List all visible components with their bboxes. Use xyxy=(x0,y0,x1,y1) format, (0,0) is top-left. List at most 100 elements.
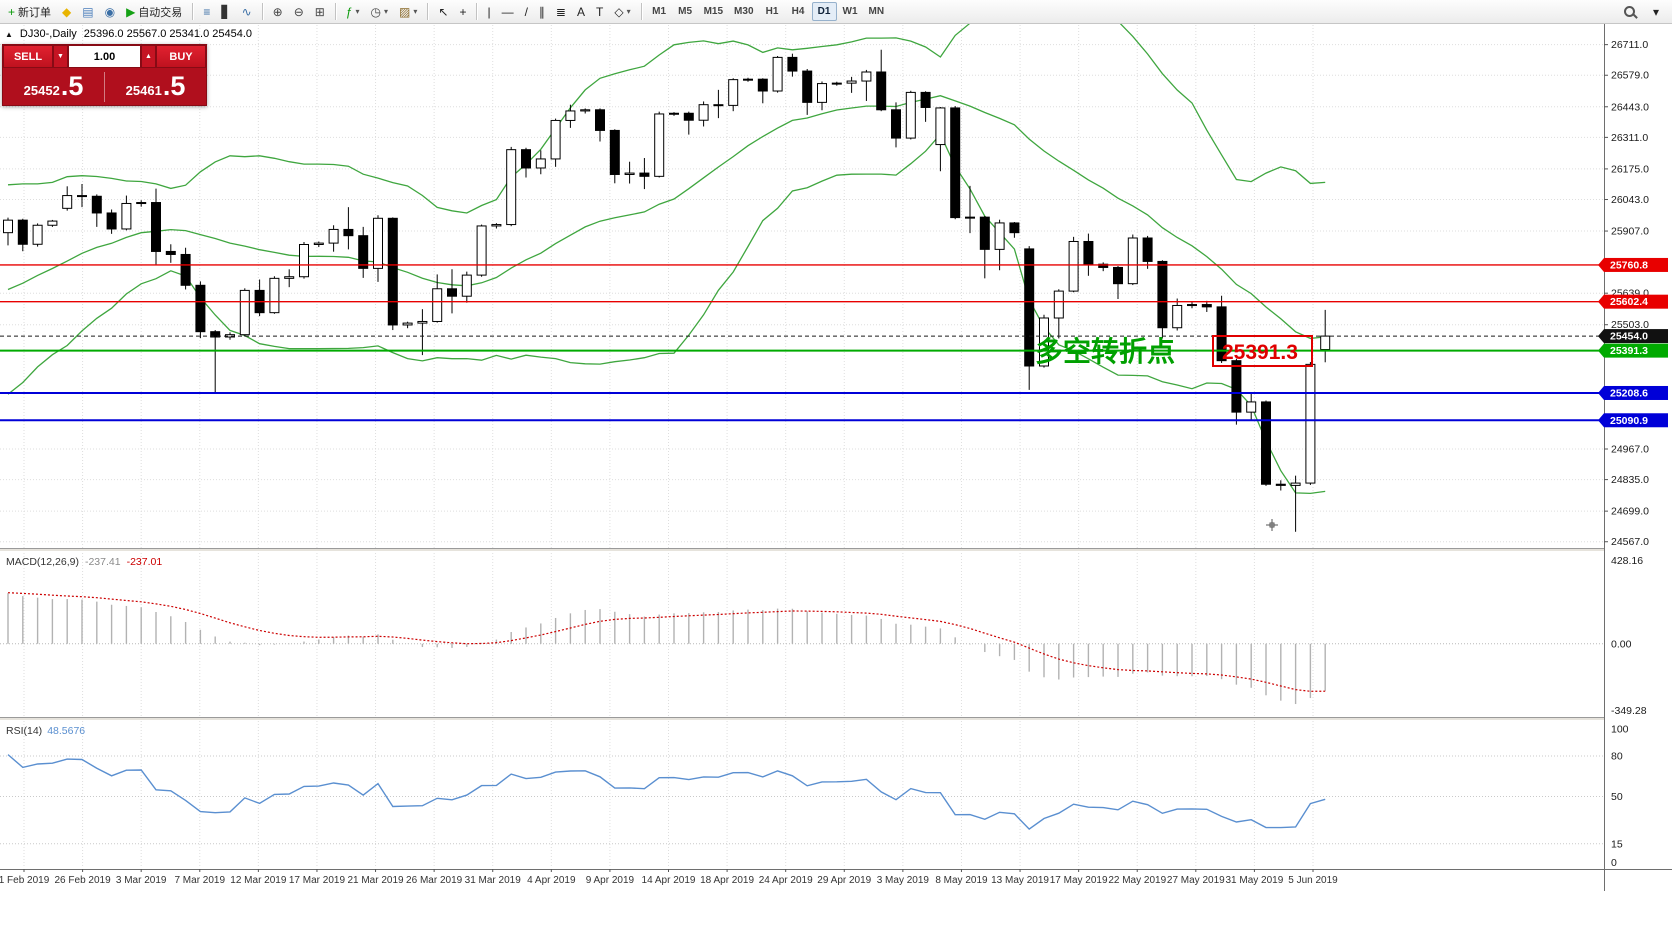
caret-down-icon: ▾ xyxy=(355,7,360,16)
periods-icon: ◷ xyxy=(370,4,381,19)
time-tick-label: 31 Mar 2019 xyxy=(465,875,522,886)
price-axis[interactable]: 26711.0 26579.0 26443.0 26311.0 26175.0 26043… xyxy=(1598,24,1672,891)
caret-down-icon: ▾ xyxy=(413,7,418,16)
time-tick-label: 22 May 2019 xyxy=(1108,875,1166,886)
time-tick-label: 26 Mar 2019 xyxy=(406,875,463,886)
timeframe-h1-button[interactable]: H1 xyxy=(760,2,785,21)
price-badge-25760.8: 25760.8 xyxy=(1598,257,1668,272)
crosshair-icon: + xyxy=(459,4,467,19)
chart-title-bar: ▲ DJ30-,Daily 25396.0 25567.0 25341.0 25… xyxy=(5,28,252,40)
time-tick-label: 9 Apr 2019 xyxy=(586,875,635,886)
equidistant-channel-tool-icon: ∥ xyxy=(538,4,545,19)
macd-panel: MACD(12,26,9) -237.41 -237.01 xyxy=(0,556,1604,705)
one-click-collapse-icon[interactable]: ▲ xyxy=(5,29,13,39)
sell-price[interactable]: 25452 .5 xyxy=(3,71,104,101)
svg-text:25208.6: 25208.6 xyxy=(1610,387,1648,399)
bar-chart-mode-button[interactable]: ≡ xyxy=(198,1,215,22)
price-tick-label: 26579.0 xyxy=(1611,70,1649,82)
timeframe-m5-button[interactable]: M5 xyxy=(673,2,698,21)
toolbar-right-group: ▾ xyxy=(1619,1,1669,22)
buy-button[interactable]: BUY xyxy=(156,45,206,68)
price-tick-label: 25503.0 xyxy=(1611,319,1649,331)
horizontal-line-objects xyxy=(0,264,1604,422)
bar-chart-mode-icon: ≡ xyxy=(203,4,211,19)
search-icon xyxy=(1623,6,1635,17)
trendline-tool-icon: / xyxy=(524,4,528,19)
periods-button[interactable]: ◷ ▾ xyxy=(366,1,394,22)
autotrading-button[interactable]: ▶ 自动交易 xyxy=(121,1,187,22)
new-order-button[interactable]: + 新订单 xyxy=(3,1,56,22)
quick-lists-button[interactable]: ▾ xyxy=(1648,1,1664,22)
zoom-in-button[interactable]: ⊕ xyxy=(268,1,288,22)
time-tick-label: 14 Apr 2019 xyxy=(642,875,696,886)
pivot-annotation-text[interactable]: 多空转折点 xyxy=(1035,335,1175,367)
svg-text:25760.8: 25760.8 xyxy=(1610,259,1648,271)
templates-button[interactable]: ▨ ▾ xyxy=(394,1,422,22)
zoom-out-button[interactable]: ⊖ xyxy=(289,1,309,22)
favorites-icon: ◆ xyxy=(62,4,72,19)
timeframe-h4-button[interactable]: H4 xyxy=(786,2,811,21)
line-chart-mode-icon: ∿ xyxy=(241,4,252,19)
volume-up-button[interactable]: ▲ xyxy=(141,45,156,68)
volume-down-button[interactable]: ▼ xyxy=(53,45,68,68)
toolbar-separator xyxy=(640,3,642,20)
pivot-annotation-box[interactable] xyxy=(1212,335,1313,367)
time-tick-label: 12 Mar 2019 xyxy=(230,875,287,886)
one-click-trading-panel: SELL ▼ ▲ BUY 25452 .5 25461 .5 xyxy=(2,44,207,106)
shapes-tool-button[interactable]: ◇ ▾ xyxy=(609,1,635,22)
price-tick-label: 26175.0 xyxy=(1611,163,1649,175)
timeframe-w1-button[interactable]: W1 xyxy=(838,2,863,21)
price-badge-25208.6: 25208.6 xyxy=(1598,385,1668,400)
favorites-button[interactable]: ◆ xyxy=(57,1,76,22)
timeframe-m1-button[interactable]: M1 xyxy=(647,2,672,21)
text-label-tool-icon: T xyxy=(596,4,604,19)
text-label-tool-button[interactable]: T xyxy=(591,1,608,22)
time-tick-label: 17 May 2019 xyxy=(1050,875,1108,886)
timeframe-mn-button[interactable]: MN xyxy=(864,2,890,21)
line-chart-mode-button[interactable]: ∿ xyxy=(237,1,257,22)
svg-text:25602.4: 25602.4 xyxy=(1610,296,1648,308)
price-badge-25090.9: 25090.9 xyxy=(1598,413,1668,428)
sell-button[interactable]: SELL xyxy=(3,45,53,68)
sell-price-fraction: .5 xyxy=(60,71,84,101)
volume-input[interactable] xyxy=(68,45,141,68)
refresh-button[interactable]: ◉ xyxy=(100,1,120,22)
search-button[interactable] xyxy=(1619,1,1640,22)
indicators-button[interactable]: ƒ ▾ xyxy=(341,1,365,22)
svg-text:80: 80 xyxy=(1611,751,1623,763)
price-badge-25602.4: 25602.4 xyxy=(1598,294,1668,309)
price-tick-label: 26711.0 xyxy=(1611,39,1648,51)
candlestick-mode-icon: ▋ xyxy=(221,4,231,19)
timeframe-m30-button[interactable]: M30 xyxy=(729,2,758,21)
price-tick-label: 24567.0 xyxy=(1611,536,1649,548)
trendline-tool-button[interactable]: / xyxy=(520,1,533,22)
one-click-controls: SELL ▼ ▲ BUY xyxy=(3,45,206,68)
profiles-button[interactable]: ▤ xyxy=(77,1,98,22)
tile-windows-button[interactable]: ⊞ xyxy=(310,1,330,22)
time-axis[interactable]: 1 Feb 2019 26 Feb 2019 3 Mar 2019 7 Mar 201… xyxy=(0,869,1672,886)
buy-price[interactable]: 25461 .5 xyxy=(105,73,206,100)
equidistant-channel-tool-button[interactable]: ∥ xyxy=(534,1,550,22)
candlestick-mode-button[interactable]: ▋ xyxy=(216,1,235,22)
autotrading-icon: ▶ xyxy=(126,4,136,19)
indicators-icon: ƒ xyxy=(345,4,353,19)
panel-separators[interactable] xyxy=(0,548,1672,721)
refresh-icon: ◉ xyxy=(104,4,116,19)
vertical-line-tool-button[interactable]: | xyxy=(482,1,495,22)
timeframe-m15-button[interactable]: M15 xyxy=(699,2,728,21)
macd-label: MACD(12,26,9) -237.41 -237.01 xyxy=(6,556,162,568)
time-tick-label: 26 Feb 2019 xyxy=(55,875,112,886)
svg-text:0: 0 xyxy=(1611,857,1617,869)
text-tool-button[interactable]: A xyxy=(572,1,590,22)
fibonacci-tool-button[interactable]: ≣ xyxy=(551,1,571,22)
cursor-button[interactable]: ↖ xyxy=(433,1,453,22)
vertical-line-tool-icon: | xyxy=(487,4,491,19)
price-tick-label: 24835.0 xyxy=(1611,474,1649,486)
timeframe-d1-button[interactable]: D1 xyxy=(811,2,837,21)
toolbar-separator xyxy=(427,3,429,20)
crosshair-button[interactable]: + xyxy=(454,1,471,22)
rsi-panel: RSI(14) 48.5676 xyxy=(0,725,1604,845)
price-tick-label: 26311.0 xyxy=(1611,132,1648,144)
horizontal-line-tool-button[interactable]: — xyxy=(497,1,519,22)
